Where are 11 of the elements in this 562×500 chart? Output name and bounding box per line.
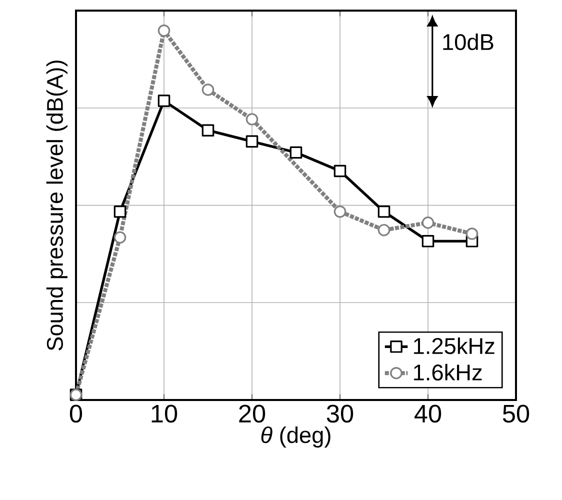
legend-label: 1.25kHz [414,337,494,354]
x-tick-label: 0 [70,404,82,423]
x-tick-label: 30 [326,404,354,423]
y-axis-title: Sound pressure level (dB(A)) [46,60,68,350]
x-axis-title: θ (deg) [261,426,330,448]
x-tick-label: 20 [239,404,266,423]
legend-label: 1.6kHz [414,364,482,381]
x-tick-label: 50 [502,404,530,423]
annotation: 10dB [443,33,494,50]
x-tick-label: 10 [152,404,178,423]
x-tick-label: 40 [414,404,442,423]
